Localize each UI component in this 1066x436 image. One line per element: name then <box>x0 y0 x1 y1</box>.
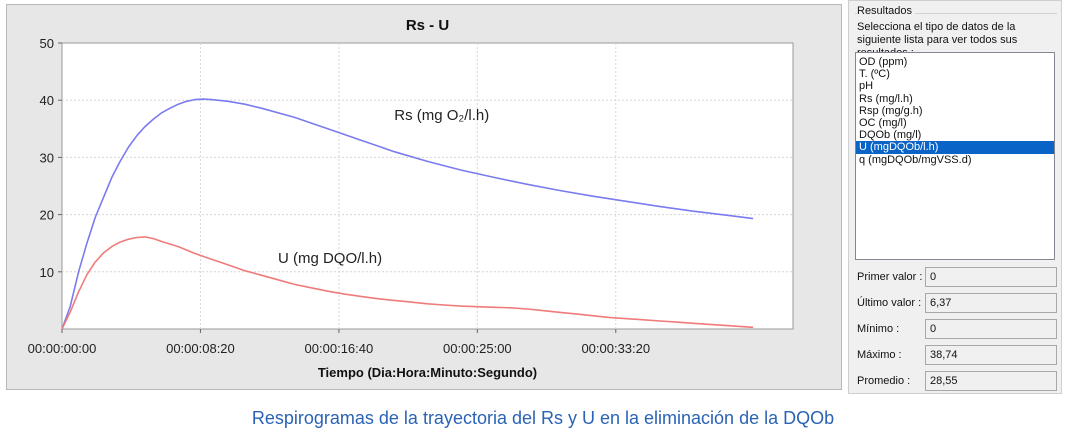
chart-panel: 10 20 30 40 50 00:00:00:00 00:00:08:20 00:00:16… <box>6 4 842 390</box>
list-item[interactable]: DQOb (mg/l) <box>859 129 922 142</box>
y-tick-label: 10 <box>40 265 54 280</box>
chart-title: Rs - U <box>406 17 449 34</box>
list-item[interactable]: U (mgDQOb/l.h) <box>856 141 1054 154</box>
x-tick-label: 00:00:16:40 <box>305 341 374 356</box>
series-layer <box>61 98 754 330</box>
list-item[interactable]: q (mgDQOb/mgVSS.d) <box>859 153 972 166</box>
stat-label: Primer valor : <box>857 271 923 283</box>
y-tick-label: 30 <box>40 150 54 165</box>
stat-row: Promedio : 28,55 <box>853 371 1057 393</box>
axis-ticks: 10 20 30 40 50 00:00:00:00 00:00:08:20 00:00:16… <box>28 36 650 356</box>
series-annotations: Rs (mg O₂/l.h) U (mg DQO/l.h) <box>278 107 489 267</box>
stat-label: Promedio : <box>857 375 911 387</box>
stat-row: Máximo : 38,74 <box>853 345 1057 367</box>
series-rs-line <box>61 98 754 330</box>
gridlines <box>62 43 793 329</box>
y-tick-label: 50 <box>40 36 54 51</box>
stat-value-field[interactable]: 28,55 <box>925 371 1057 391</box>
series-u-label: U (mg DQO/l.h) <box>278 250 382 267</box>
stat-label: Último valor : <box>857 297 922 309</box>
chart: 10 20 30 40 50 00:00:00:00 00:00:08:20 00:00:16… <box>28 17 794 380</box>
stat-row: Mínimo : 0 <box>853 319 1057 341</box>
list-item[interactable]: Rsp (mg/g.h) <box>859 104 923 117</box>
stat-value-field[interactable]: 0 <box>925 319 1057 339</box>
stat-label: Máximo : <box>857 349 902 361</box>
plot-area <box>61 42 794 330</box>
stat-value-field[interactable]: 0 <box>925 267 1057 287</box>
figure-caption: Respirogramas de la trayectoria del Rs y… <box>251 408 835 428</box>
series-rs-label: Rs (mg O₂/l.h) <box>394 107 489 124</box>
results-panel: Resultados Selecciona el tipo de datos d… <box>848 0 1062 394</box>
x-tick-label: 00:00:08:20 <box>166 341 235 356</box>
list-item[interactable]: T. (ºC) <box>859 68 890 81</box>
series-u-line <box>61 236 754 330</box>
y-tick-label: 40 <box>40 93 54 108</box>
x-tick-label: 00:00:25:00 <box>443 341 512 356</box>
group-divider <box>855 13 1057 14</box>
x-tick-label: 00:00:00:00 <box>28 341 97 356</box>
x-axis-title: Tiempo (Dia:Hora:Minuto:Segundo) <box>318 365 537 380</box>
stat-value-field[interactable]: 38,74 <box>925 345 1057 365</box>
data-type-list[interactable]: OD (ppm) T. (ºC) pH Rs (mg/l.h) Rsp (mg/g.h)… <box>855 52 1055 260</box>
list-item[interactable]: pH <box>859 80 874 93</box>
stat-label: Mínimo : <box>857 323 900 335</box>
x-tick-label: 00:00:33:20 <box>581 341 650 356</box>
list-item[interactable]: OC (mg/l) <box>859 116 907 129</box>
list-item[interactable]: Rs (mg/l.h) <box>859 92 913 105</box>
stat-value-field[interactable]: 6,37 <box>925 293 1057 313</box>
stat-row: Último valor :6,37 <box>853 293 1057 315</box>
stat-row: Primer valor :0 <box>853 267 1057 289</box>
y-tick-label: 20 <box>40 208 54 223</box>
list-item[interactable]: OD (ppm) <box>859 56 908 68</box>
results-group-title: Resultados <box>857 5 916 17</box>
